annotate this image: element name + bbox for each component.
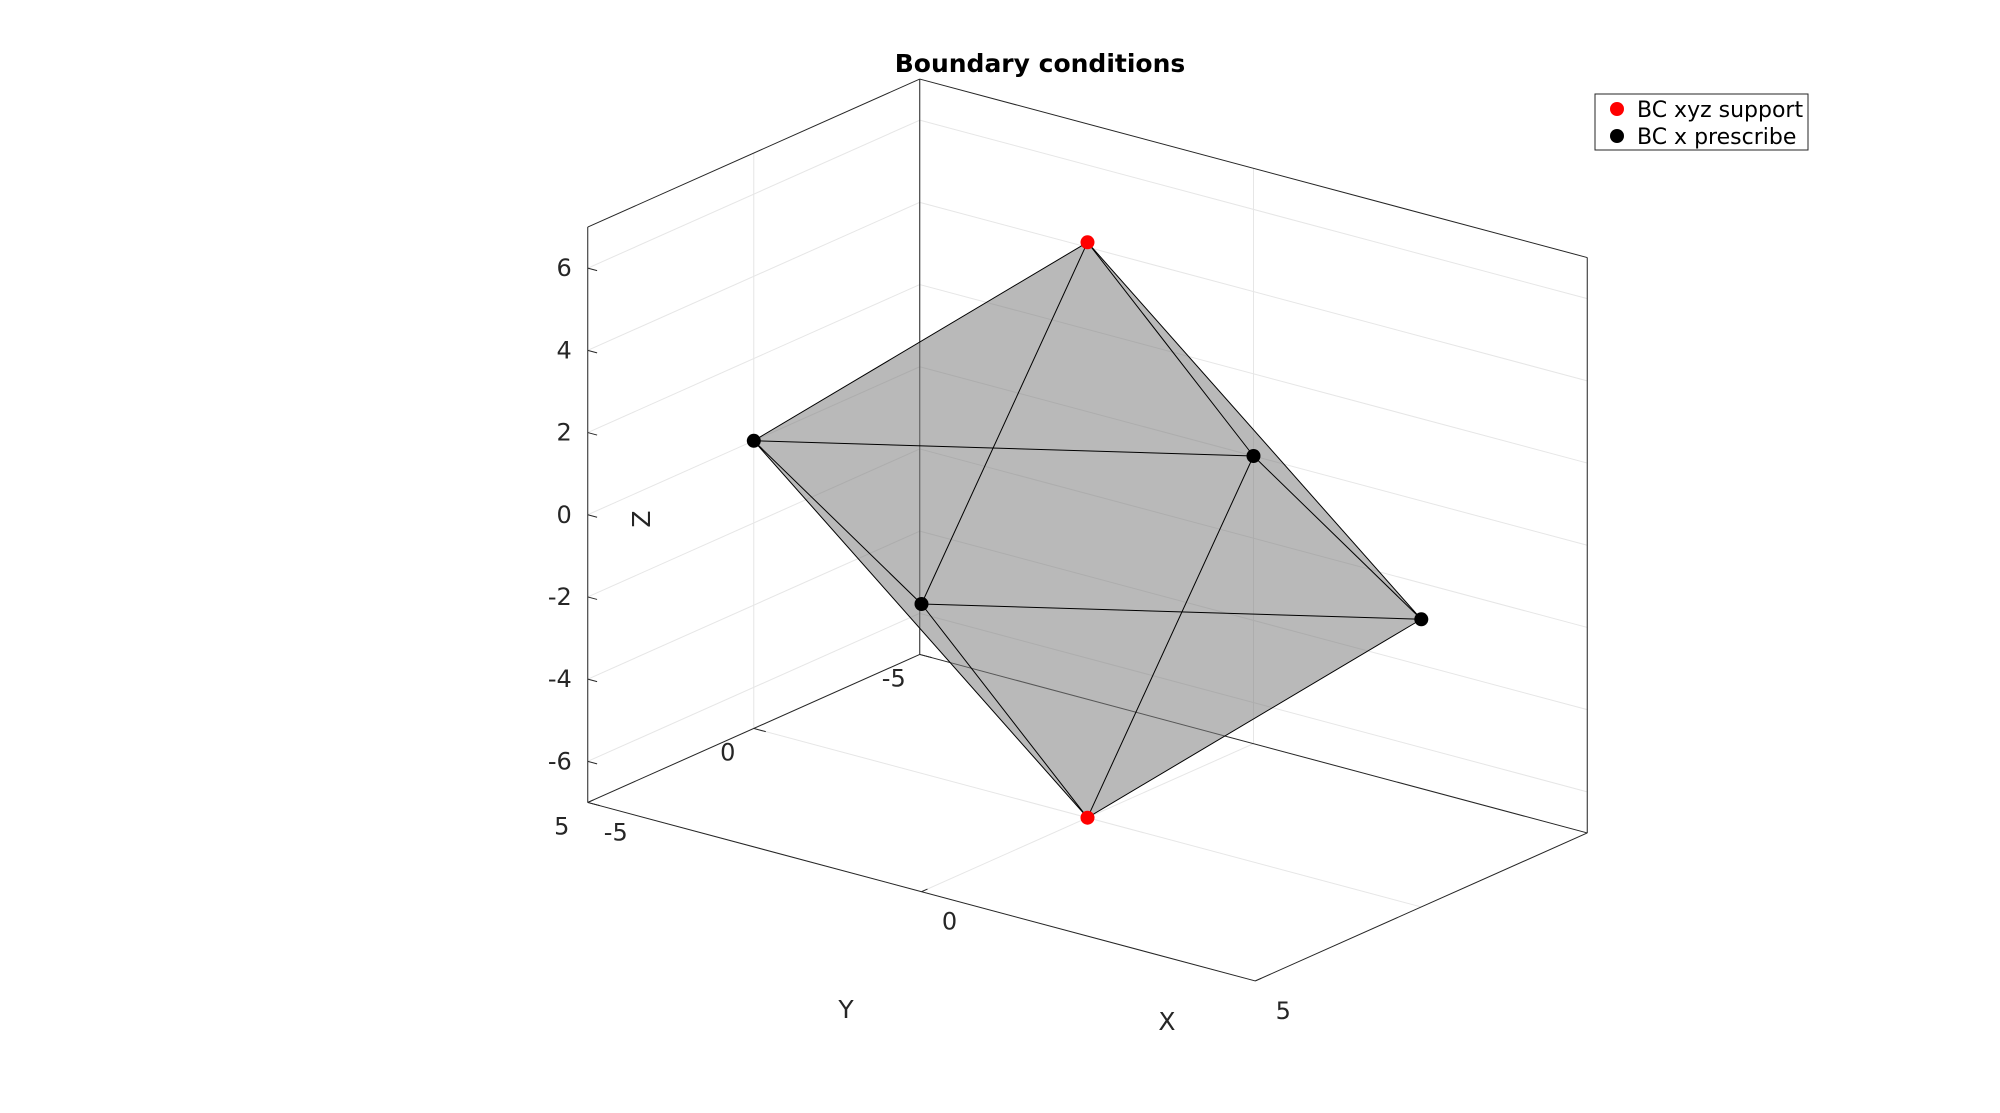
- bc-markers: [746, 235, 1429, 825]
- y-tick-label: -5: [882, 664, 906, 692]
- axes-box-edge: [919, 78, 1588, 259]
- z-tick-mark: [587, 514, 598, 518]
- mesh-surface: [753, 241, 1422, 819]
- mesh-edge: [921, 603, 1422, 620]
- mesh-face: [753, 242, 1088, 605]
- mesh-edge: [1087, 455, 1254, 818]
- y-tick-mark: [919, 653, 932, 659]
- legend-marker-bc-x-prescribe: [1610, 129, 1624, 143]
- z-tick-label: 6: [556, 254, 571, 282]
- z-tick-label: -6: [548, 747, 572, 775]
- y-tick-label: 5: [554, 812, 569, 840]
- z-tick-mark: [587, 267, 598, 272]
- x-tick-mark: [1255, 977, 1262, 982]
- y-tick-label: 0: [720, 738, 735, 766]
- axes-box: [587, 78, 1588, 982]
- chart-title: Boundary conditions: [895, 49, 1186, 78]
- bc-x-prescribe-point: [1246, 449, 1261, 463]
- mesh-face: [921, 242, 1422, 620]
- z-tick-mark: [587, 349, 598, 354]
- legend-marker-bc-xyz-support: [1610, 102, 1624, 116]
- x-tick-mark: [921, 888, 928, 893]
- z-tick-label: 4: [556, 336, 571, 364]
- y-tick-mark: [753, 727, 766, 733]
- mesh-edge: [921, 603, 1088, 819]
- tick-labels: -5 0 5 -5 0 5 -6 -4 -2 0 2 4 6: [548, 254, 1291, 1025]
- legend-label-bc-x-prescribe: BC x prescribe: [1637, 125, 1796, 150]
- mesh-edge: [1253, 455, 1422, 620]
- y-tick-mark: [587, 801, 600, 807]
- mesh-edge: [921, 242, 1088, 605]
- mesh-edge: [1087, 241, 1422, 620]
- z-tick-mark: [587, 760, 598, 765]
- mesh-edge: [753, 440, 1088, 819]
- legend-box: [1594, 93, 1809, 151]
- axes-box-edge: [587, 78, 920, 228]
- z-tick-mark: [587, 678, 598, 683]
- z-tick-mark: [587, 432, 598, 436]
- z-tick-label: 0: [556, 501, 571, 529]
- z-axis-label: Z: [627, 510, 656, 527]
- bc-x-prescribe-point: [1414, 612, 1429, 627]
- mesh-face: [1087, 456, 1422, 818]
- bc-x-prescribe-point: [746, 433, 761, 448]
- mesh-edge: [1087, 241, 1254, 457]
- bc-x-prescribe-point: [914, 597, 929, 611]
- mesh-edge: [753, 440, 1254, 457]
- y-axis-label: Y: [837, 995, 854, 1024]
- legend: BC xyz support BC x prescribe: [1594, 93, 1809, 151]
- bc-xyz-support-point: [1080, 810, 1095, 825]
- z-tick-label: -2: [548, 583, 572, 611]
- bc-xyz-support-point: [1080, 235, 1095, 250]
- z-tick-label: 2: [556, 419, 571, 447]
- legend-label-bc-xyz-support: BC xyz support: [1637, 98, 1803, 123]
- mesh-edge: [1087, 618, 1422, 819]
- mesh-face: [753, 440, 1254, 818]
- x-tick-label: 0: [942, 908, 957, 936]
- x-tick-label: -5: [604, 818, 628, 846]
- mesh-edge: [753, 241, 1088, 442]
- axes-box-edge: [1255, 832, 1588, 982]
- axes-box-edge: [919, 653, 1588, 834]
- x-tick-mark: [587, 799, 594, 803]
- z-tick-mark: [587, 596, 598, 600]
- z-tick-label: -4: [548, 665, 572, 693]
- x-tick-label: 5: [1276, 997, 1291, 1025]
- mesh-edge: [753, 440, 922, 605]
- x-axis-label: X: [1158, 1007, 1175, 1036]
